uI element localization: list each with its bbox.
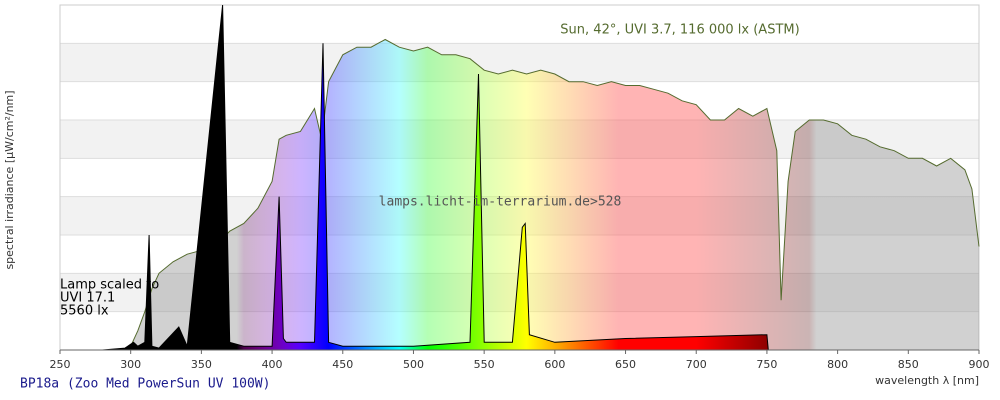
footer: BP18a (Zoo Med PowerSun UV 100W) xyxy=(20,377,270,392)
chart-title: Sun, 42°, UVI 3.7, 116 000 lx (ASTM) xyxy=(560,23,799,38)
x-tick-label: 350 xyxy=(191,358,212,371)
annotation: 5560 lx xyxy=(60,304,109,319)
y-axis-label: spectral irradiance [µW/cm²/nm] xyxy=(3,90,16,269)
x-tick-label: 400 xyxy=(262,358,283,371)
x-tick-label: 800 xyxy=(827,358,848,371)
x-tick-label: 600 xyxy=(544,358,565,371)
x-tick-label: 450 xyxy=(332,358,353,371)
x-tick-label: 850 xyxy=(898,358,919,371)
area-fill xyxy=(123,39,980,350)
annotation: Lamp scaled to xyxy=(60,278,159,293)
x-tick-label: 300 xyxy=(120,358,141,371)
x-tick-label: 750 xyxy=(756,358,777,371)
x-tick-label: 650 xyxy=(615,358,636,371)
x-axis-label: wavelength λ [nm] xyxy=(875,374,979,387)
annotation: UVI 17.1 xyxy=(60,291,115,306)
series-line xyxy=(102,4,769,351)
watermark: lamps.licht-im-terrarium.de>528 xyxy=(379,195,622,210)
x-tick-label: 700 xyxy=(686,358,707,371)
x-tick-label: 900 xyxy=(969,358,990,371)
series-line xyxy=(123,38,980,351)
x-tick-label: 250 xyxy=(50,358,71,371)
x-tick-label: 500 xyxy=(403,358,424,371)
x-tick-label: 550 xyxy=(474,358,495,371)
